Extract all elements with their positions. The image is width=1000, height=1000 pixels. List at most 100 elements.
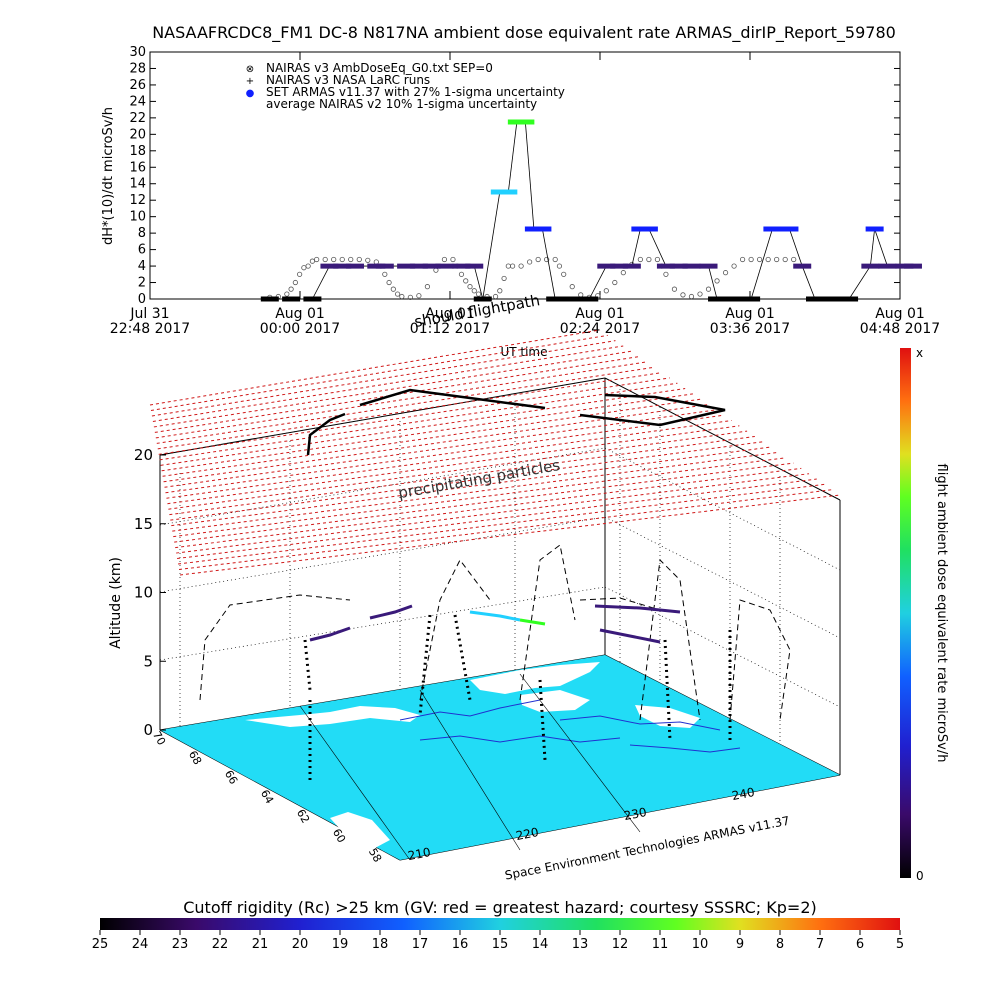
- nairas-point: [637, 256, 643, 263]
- map-surface: [160, 655, 840, 861]
- mesh-flightpath: [306, 388, 726, 456]
- x-tick-label-time: 01:12 2017: [410, 321, 490, 337]
- bottom-tick-label: 23: [172, 937, 189, 952]
- bottom-tick-label: 12: [612, 937, 629, 952]
- nairas-point: [386, 279, 392, 286]
- map-ocean: [160, 655, 840, 860]
- mesh-line: [171, 446, 771, 527]
- bottom-tick-label: 9: [736, 937, 744, 952]
- grid-line-right: [604, 516, 841, 639]
- mesh-line: [179, 494, 841, 576]
- mesh-path-1: [306, 412, 346, 456]
- track-segment-1: [309, 626, 351, 642]
- figure-title: NASAAFRCDC8_FM1 DC-8 N817NA ambient dose…: [152, 23, 896, 43]
- altitude-tick-label: 20: [134, 446, 153, 464]
- bottom-tick-label: 15: [492, 937, 509, 952]
- precipitating-particles-mesh: [149, 329, 841, 576]
- mesh-line: [174, 462, 794, 543]
- longitude-ticks: 210 220 230 240: [407, 785, 756, 863]
- nairas-point: [382, 271, 388, 277]
- armas-connector: [473, 265, 484, 300]
- bottom-tick-label: 6: [856, 937, 864, 952]
- latitude-tick-label: 64: [258, 787, 276, 806]
- x-tick-label-date: Aug 01: [425, 306, 475, 322]
- nairas-point: [399, 293, 405, 300]
- mesh-line: [153, 350, 632, 428]
- nairas-point: [407, 294, 413, 300]
- nairas-point: [612, 279, 618, 286]
- x-tick-label-date: Aug 01: [575, 306, 625, 322]
- flightpath-dots: [303, 614, 732, 780]
- y-tick-label: 14: [129, 177, 146, 192]
- top-edge-right: [604, 377, 841, 501]
- mesh-line: [154, 356, 639, 433]
- latitude-ticks: 58 60 62 64 66 68 70: [150, 729, 384, 865]
- bottom-tick-label: 11: [652, 937, 669, 952]
- mesh-line: [167, 425, 740, 505]
- nairas-point: [441, 256, 448, 263]
- map-grid-line-1: [419, 689, 521, 851]
- armas-connector: [631, 228, 641, 267]
- nairas-point: [765, 256, 771, 263]
- armas-connector: [507, 121, 518, 193]
- nairas-point: [663, 271, 669, 277]
- armas-connector: [750, 228, 773, 300]
- nairas-point: [314, 256, 320, 263]
- precipitating-label: precipitating particles: [397, 456, 562, 502]
- coastline-2: [419, 735, 621, 743]
- nairas-point: [301, 265, 307, 271]
- nairas-point: [518, 263, 524, 269]
- nairas-point: [450, 256, 456, 263]
- mesh-line: [166, 419, 732, 499]
- mesh-path-3: [579, 393, 726, 427]
- track-segment-3: [469, 610, 521, 622]
- mesh-line: [173, 457, 786, 538]
- map-coastlines: [399, 699, 741, 753]
- nairas-point: [654, 256, 661, 263]
- bottom-tick-label: 21: [252, 937, 269, 952]
- y-axis-label: dH*(10)/dt microSv/h: [101, 107, 116, 245]
- nairas-point: [505, 263, 511, 269]
- nairas-point: [544, 256, 550, 263]
- mesh-line: [178, 489, 833, 571]
- mesh-line: [172, 451, 779, 532]
- dashed-path-5: [729, 599, 791, 721]
- armas-connector: [848, 265, 871, 300]
- bottom-tick-label: 25: [92, 937, 109, 952]
- mesh-line: [152, 345, 624, 422]
- y-tick-label: 8: [138, 226, 146, 241]
- bottom-tick-label: 22: [212, 937, 229, 952]
- nairas-point: [297, 271, 303, 277]
- dashed-path-2: [419, 559, 491, 701]
- nairas-point: [356, 256, 362, 263]
- map-grid: [299, 673, 641, 861]
- x-tick-label-time: 22:48 2017: [110, 321, 190, 337]
- mesh-line: [155, 361, 647, 439]
- altitude-tick-label: 15: [134, 515, 153, 533]
- nairas-point: [416, 293, 422, 299]
- nairas-point: [373, 259, 379, 265]
- mesh-line: [156, 366, 655, 444]
- nairas-point: [620, 270, 626, 276]
- nairas-point: [680, 292, 686, 298]
- latitude-tick-label: 68: [186, 748, 204, 767]
- map-grid-line-2: [519, 673, 641, 833]
- nairas-point: [288, 286, 294, 292]
- latitude-tick-label: 70: [150, 729, 168, 748]
- mesh-line: [177, 478, 817, 560]
- mesh-line: [158, 377, 670, 455]
- armas-connector: [789, 228, 803, 267]
- armas-connector: [312, 265, 330, 300]
- altitude-ticks: 0 5 10 15 20: [134, 446, 166, 739]
- bottom-colorbar-ticks: 25 24 23 22 21 20 19 18 17 16 15 14 13 12 11 10 9 8 7 6 5: [92, 930, 904, 952]
- bottom-tick-label: 13: [572, 937, 589, 952]
- y-tick-label: 28: [129, 61, 146, 76]
- armas-connector: [482, 191, 501, 300]
- armas-connector: [542, 228, 556, 300]
- series: [260, 119, 922, 302]
- y-tick-label: 26: [129, 78, 146, 93]
- bottom-tick-label: 24: [132, 937, 149, 952]
- track-segment-4: [519, 618, 546, 626]
- nairas-point: [774, 256, 780, 263]
